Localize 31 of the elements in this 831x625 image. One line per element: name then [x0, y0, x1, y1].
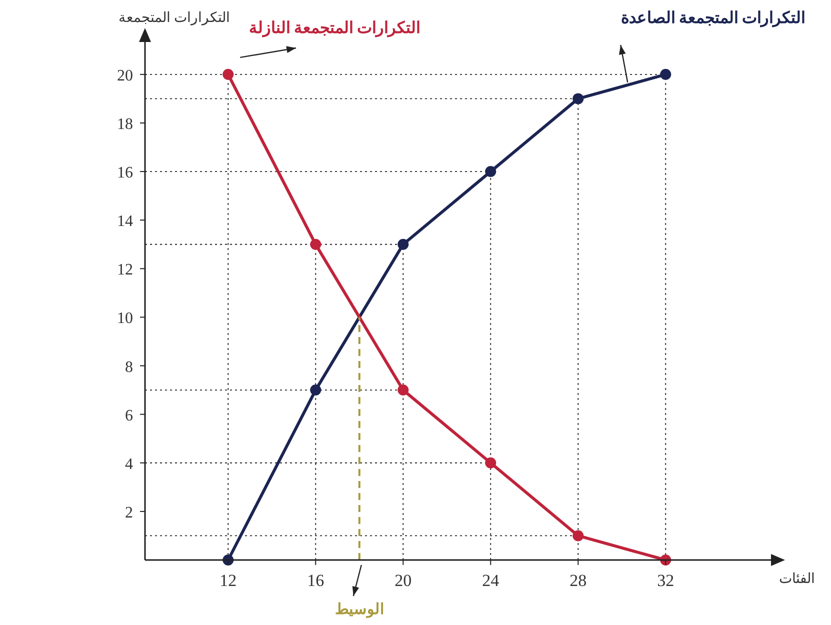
- point: [660, 68, 672, 80]
- point: [310, 238, 322, 250]
- y-axis-title: التكرارات المتجمعة: [118, 11, 230, 26]
- point: [398, 238, 409, 250]
- x-tick-label: 12: [220, 571, 237, 590]
- point: [310, 384, 322, 396]
- y-tick-label: 20: [117, 67, 133, 84]
- y-tick-label: 8: [125, 358, 133, 376]
- y-tick-label: 16: [117, 164, 133, 182]
- x-tick-label: 28: [570, 571, 587, 590]
- point: [222, 68, 234, 80]
- x-tick-label: 32: [657, 571, 674, 590]
- y-tick-label: 10: [117, 310, 133, 328]
- point: [398, 384, 409, 396]
- text: التكرارات المتجمعة الصاعدة: [621, 10, 805, 28]
- y-tick-label: 18: [117, 116, 133, 133]
- x-axis-title: الفئات: [779, 572, 815, 587]
- point: [572, 93, 584, 104]
- y-tick-label: 12: [117, 262, 133, 279]
- point: [485, 166, 496, 178]
- y-tick-label: 6: [125, 407, 133, 424]
- y-tick-label: 4: [125, 456, 133, 473]
- x-tick-label: 16: [307, 571, 324, 590]
- x-tick-label: 24: [482, 571, 500, 590]
- y-tick-label: 2: [125, 504, 133, 522]
- x-tick-label: 20: [394, 571, 412, 590]
- point: [485, 457, 496, 468]
- point: [572, 530, 584, 542]
- y-tick-label: 14: [117, 213, 133, 230]
- annotation: الوسيط: [334, 602, 384, 618]
- text: التكرارات المتجمعة النازلة: [249, 20, 420, 38]
